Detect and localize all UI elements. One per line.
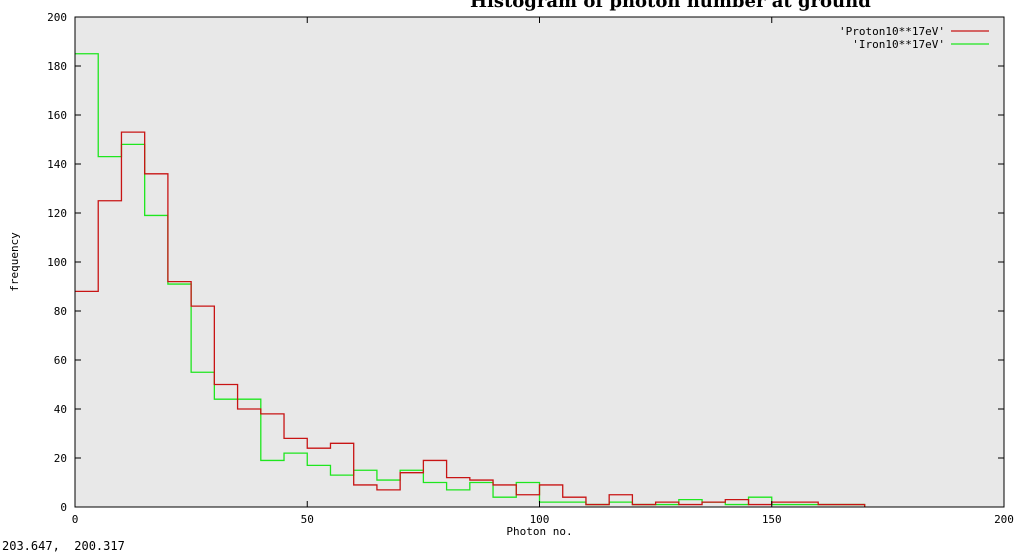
y-tick-label: 200 bbox=[47, 11, 67, 24]
series-line bbox=[75, 131, 866, 507]
legend-entry-label: 'Iron10**17eV' bbox=[852, 38, 945, 51]
y-tick-label: 20 bbox=[54, 452, 67, 465]
y-tick-label: 100 bbox=[47, 256, 67, 269]
legend-entry-label: 'Proton10**17eV' bbox=[839, 25, 945, 38]
x-axis-ticks: 0 50 100 150 200 bbox=[72, 17, 1014, 526]
x-tick-label: 50 bbox=[301, 513, 314, 526]
y-axis-label: frequency bbox=[8, 232, 21, 292]
proton-series bbox=[75, 131, 866, 507]
y-axis-ticks: 0 20 40 60 80 100 120 140 160 180 200 bbox=[47, 11, 1004, 514]
y-tick-label: 60 bbox=[54, 354, 67, 367]
y-tick-label: 120 bbox=[47, 207, 67, 220]
x-tick-label: 100 bbox=[530, 513, 550, 526]
x-tick-label: 200 bbox=[994, 513, 1014, 526]
y-tick-label: 140 bbox=[47, 158, 67, 171]
x-axis-label: Photon no. bbox=[506, 525, 572, 538]
coordinate-readout: 203.647, 200.317 bbox=[2, 539, 125, 553]
y-tick-label: 180 bbox=[47, 60, 67, 73]
clipped-title-text: Histogram of photon number at ground bbox=[470, 0, 871, 12]
legend: 'Proton10**17eV''Iron10**17eV' bbox=[839, 25, 989, 51]
y-tick-label: 40 bbox=[54, 403, 67, 416]
y-tick-label: 0 bbox=[60, 501, 67, 514]
x-tick-label: 0 bbox=[72, 513, 79, 526]
y-tick-label: 80 bbox=[54, 305, 67, 318]
plot-area bbox=[75, 17, 1004, 507]
y-tick-label: 160 bbox=[47, 109, 67, 122]
clipped-title: Histogram of photon number at ground bbox=[0, 0, 1027, 12]
x-tick-label: 150 bbox=[762, 513, 782, 526]
